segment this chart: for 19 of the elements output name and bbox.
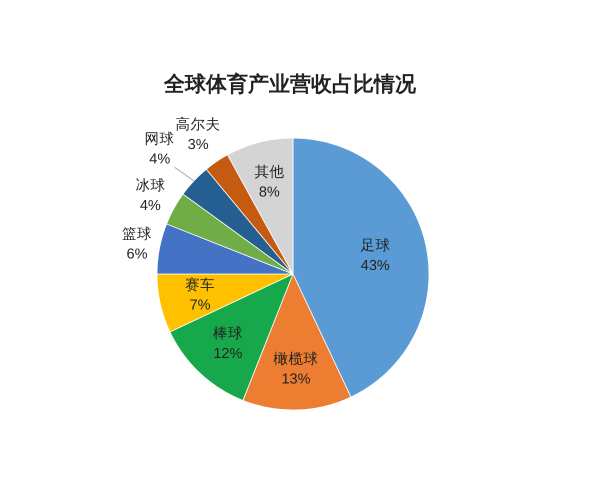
- data-label: 43%: [360, 258, 390, 274]
- data-label: 12%: [213, 346, 242, 362]
- slice-label: 篮球: [122, 226, 152, 243]
- slice-label: 冰球: [135, 177, 166, 194]
- chart-title: 全球体育产业营收占比情况: [163, 72, 417, 96]
- data-label: 7%: [190, 297, 211, 314]
- data-label: 13%: [281, 372, 311, 388]
- slice-label: 网球: [144, 130, 175, 148]
- data-label: 3%: [188, 136, 209, 153]
- data-label: 8%: [258, 184, 280, 200]
- data-label: 6%: [126, 246, 148, 263]
- data-label: 4%: [140, 198, 161, 214]
- slice-label: 高尔夫: [176, 116, 221, 133]
- data-label: 4%: [149, 151, 170, 168]
- slice-label: 赛车: [185, 276, 216, 294]
- slice-label: 棒球: [212, 324, 243, 342]
- slice-label: 足球: [360, 237, 390, 254]
- slice-label: 其他: [254, 163, 284, 180]
- slice-label: 橄榄球: [273, 350, 318, 368]
